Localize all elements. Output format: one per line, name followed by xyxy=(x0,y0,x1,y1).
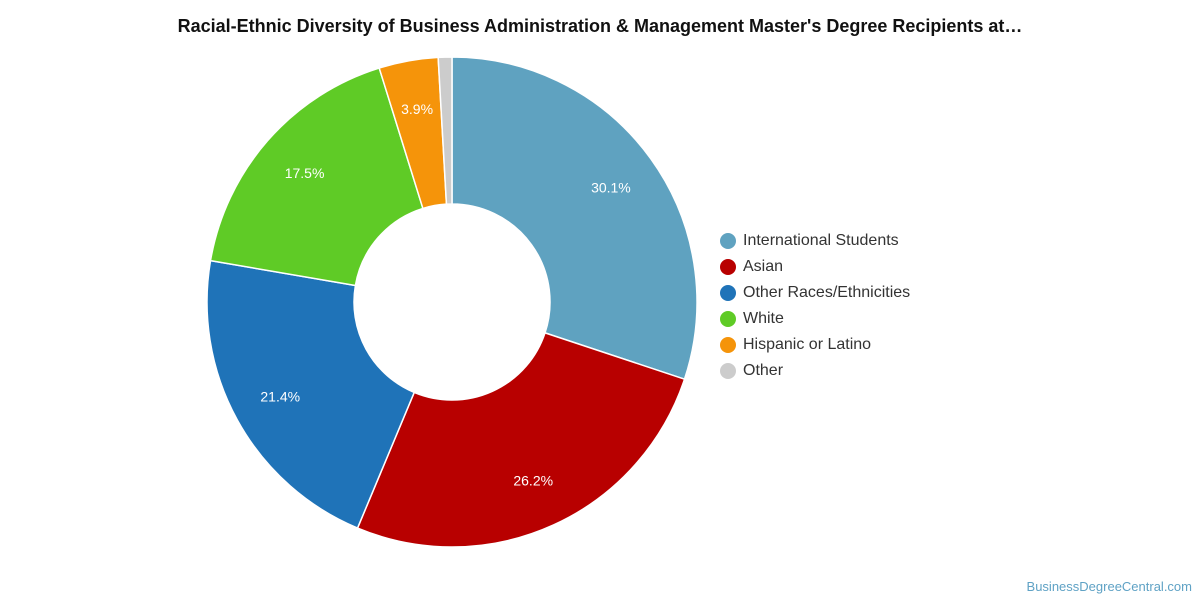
legend-swatch xyxy=(720,311,736,327)
slice-label: 30.1% xyxy=(591,179,631,195)
legend-label: Other xyxy=(743,362,784,379)
legend-swatch xyxy=(720,337,736,353)
legend-label: Asian xyxy=(743,258,784,275)
slice-international-students[interactable] xyxy=(451,56,698,381)
slice-label: 3.9% xyxy=(401,101,433,117)
legend-label: Hispanic or Latino xyxy=(743,336,872,353)
slice-label: 17.5% xyxy=(285,165,325,181)
legend-item[interactable]: Other Races/Ethnicities xyxy=(720,280,910,306)
slice-other[interactable] xyxy=(437,56,453,205)
legend-swatch xyxy=(720,285,736,301)
slice-label: 26.2% xyxy=(513,472,553,488)
legend-label: International Students xyxy=(743,232,899,249)
legend-swatch xyxy=(720,233,736,249)
legend-item[interactable]: White xyxy=(720,306,910,332)
slice-label: 21.4% xyxy=(260,388,300,404)
legend-item[interactable]: Other xyxy=(720,358,910,384)
legend-item[interactable]: International Students xyxy=(720,228,910,254)
source-credit[interactable]: BusinessDegreeCentral.com xyxy=(1026,579,1192,594)
legend-label: Other Races/Ethnicities xyxy=(743,284,911,301)
chart-legend: International Students Asian Other Races/E… xyxy=(720,228,910,384)
slice-asian[interactable] xyxy=(356,331,686,548)
slice-white[interactable] xyxy=(209,67,424,287)
legend-item[interactable]: Hispanic or Latino xyxy=(720,332,910,358)
slice-other-races-ethnicities[interactable] xyxy=(206,259,416,530)
chart-title: Racial-Ethnic Diversity of Business Admi… xyxy=(177,16,1023,36)
legend-swatch xyxy=(720,259,736,275)
legend-label: White xyxy=(743,310,784,327)
legend-swatch xyxy=(720,363,736,379)
legend-item[interactable]: Asian xyxy=(720,254,910,280)
